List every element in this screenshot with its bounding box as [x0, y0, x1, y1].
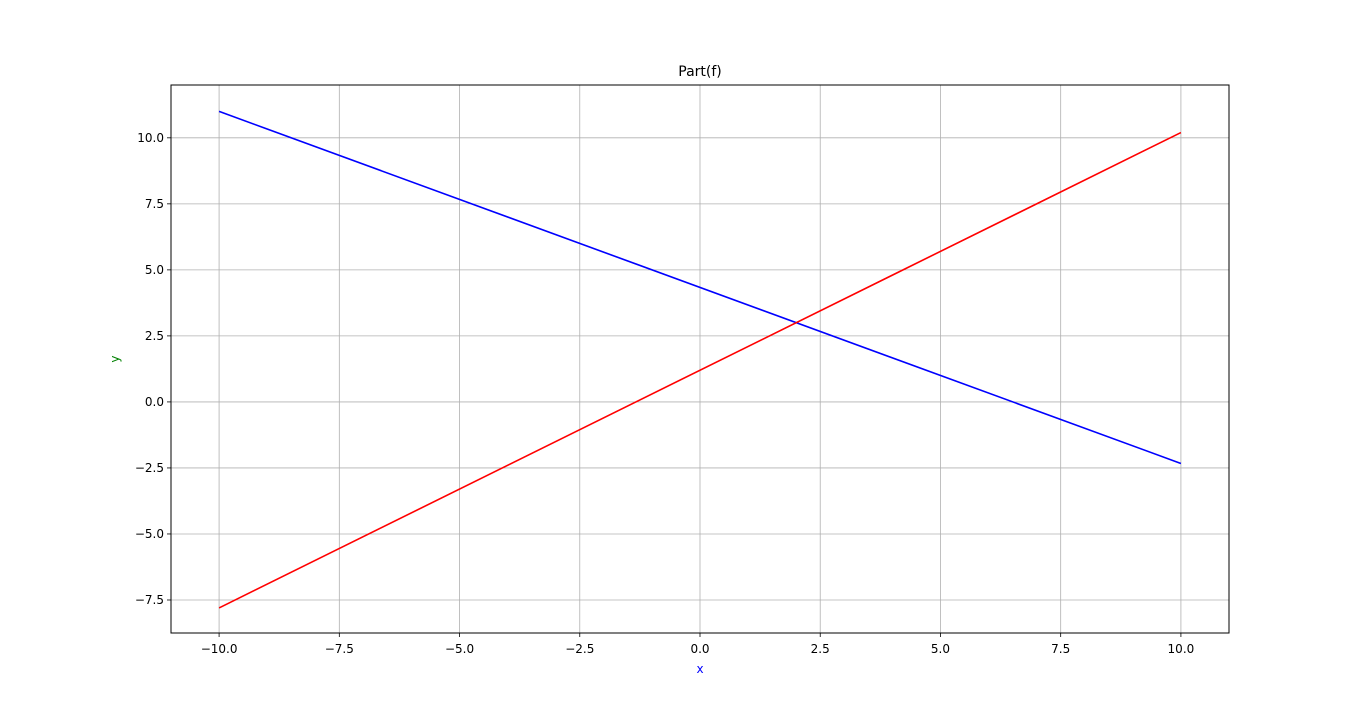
- x-tick-label: −10.0: [201, 642, 238, 656]
- series-lines: [218, 110, 1182, 609]
- y-tick-label: 0.0: [145, 395, 164, 409]
- x-tick-label: −2.5: [565, 642, 594, 656]
- x-tick-label: 10.0: [1168, 642, 1195, 656]
- grid-lines: [171, 85, 1229, 633]
- y-tick-label: −5.0: [135, 527, 164, 541]
- x-tick-label: −7.5: [325, 642, 354, 656]
- x-tick-label: 2.5: [811, 642, 830, 656]
- y-tick-label: −7.5: [135, 593, 164, 607]
- y-tick-label: 2.5: [145, 329, 164, 343]
- x-tick-label: 0.0: [690, 642, 709, 656]
- y-axis-ticks: −7.5 −5.0 −2.5 0.0 2.5 5.0 7.5 10.0: [135, 131, 171, 607]
- x-tick-label: 5.0: [931, 642, 950, 656]
- x-tick-label: 7.5: [1051, 642, 1070, 656]
- x-axis-label: x: [696, 662, 703, 676]
- chart-title: Part(f): [678, 64, 722, 80]
- series-line-2: [218, 131, 1182, 609]
- y-axis-label: y: [108, 355, 122, 362]
- y-tick-label: 5.0: [145, 263, 164, 277]
- y-tick-label: −2.5: [135, 461, 164, 475]
- y-tick-label: 7.5: [145, 197, 164, 211]
- series-line-1: [218, 110, 1182, 465]
- x-tick-label: −5.0: [445, 642, 474, 656]
- y-tick-label: 10.0: [137, 131, 164, 145]
- x-axis-ticks: −10.0 −7.5 −5.0 −2.5 0.0 2.5 5.0 7.5 10.0: [201, 633, 1195, 656]
